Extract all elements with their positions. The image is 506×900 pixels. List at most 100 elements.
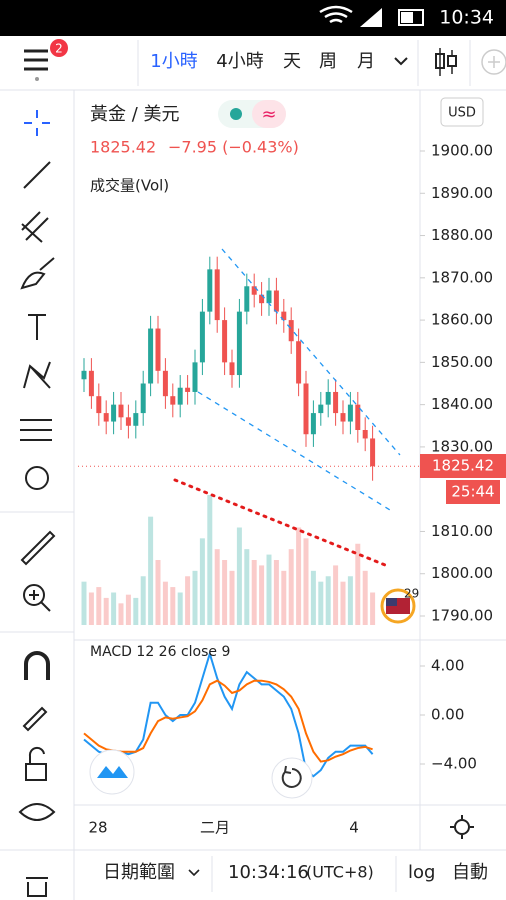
volume-bar bbox=[355, 543, 361, 625]
add-button[interactable] bbox=[481, 49, 506, 75]
candle-body bbox=[81, 370, 87, 380]
prediction-tool[interactable] bbox=[20, 419, 52, 441]
zoom-tool[interactable] bbox=[23, 584, 45, 606]
hide-tool[interactable] bbox=[18, 803, 56, 821]
battery-icon bbox=[398, 9, 424, 26]
volume-bar bbox=[96, 587, 102, 625]
currency-label: USD bbox=[448, 106, 476, 121]
candle-body bbox=[118, 404, 124, 418]
volume-bar bbox=[333, 565, 339, 625]
fib-tool[interactable] bbox=[21, 211, 49, 243]
interval-button[interactable]: 月 bbox=[357, 51, 375, 72]
candle-body bbox=[355, 404, 361, 430]
layout-button[interactable] bbox=[89, 749, 135, 795]
settings-button[interactable] bbox=[450, 815, 474, 839]
candle-body bbox=[111, 404, 117, 422]
chart-type-button[interactable] bbox=[435, 48, 457, 76]
layout-icon bbox=[97, 766, 128, 778]
volume-bar bbox=[273, 560, 279, 625]
ruler-tool[interactable] bbox=[20, 530, 56, 566]
time-label: 4 bbox=[349, 819, 359, 837]
add-icon bbox=[488, 56, 500, 68]
candle-body bbox=[192, 362, 198, 392]
candle-body bbox=[207, 269, 213, 312]
candle-body bbox=[318, 404, 324, 414]
interval-button[interactable]: 周 bbox=[319, 51, 337, 72]
volume-title: 成交量(Vol) bbox=[90, 177, 169, 195]
volume-bar bbox=[244, 549, 250, 625]
date-range-button[interactable]: 日期範圍 bbox=[103, 862, 175, 883]
interval-button[interactable]: 4小時 bbox=[216, 51, 263, 72]
candle-icon bbox=[447, 55, 457, 67]
candle-body bbox=[155, 328, 161, 371]
candle-body bbox=[199, 311, 205, 363]
emoji-tool[interactable] bbox=[25, 466, 49, 490]
brush-tool[interactable] bbox=[20, 257, 55, 290]
volume-bar bbox=[296, 527, 302, 625]
price-tick-label: 1800.00 bbox=[431, 564, 493, 582]
volume-bar bbox=[88, 592, 94, 625]
crosshair-tool[interactable] bbox=[24, 110, 50, 136]
volume-bar bbox=[288, 549, 294, 625]
volume-bar bbox=[148, 516, 154, 625]
pattern-tool[interactable] bbox=[23, 361, 51, 389]
clock: 10:34:16 bbox=[228, 862, 309, 883]
candle-body bbox=[170, 396, 176, 405]
currency-button[interactable] bbox=[440, 97, 484, 127]
volume-bar bbox=[325, 576, 331, 625]
magnet-tool[interactable] bbox=[24, 651, 50, 680]
candle-body bbox=[133, 413, 139, 426]
toolbar bbox=[0, 36, 506, 90]
volume-bar bbox=[125, 594, 131, 625]
time-label: 28 bbox=[88, 819, 107, 837]
volume-bar bbox=[303, 538, 309, 625]
volume-bar bbox=[236, 527, 242, 625]
text-tool[interactable] bbox=[28, 314, 46, 340]
price-tick-label: 1810.00 bbox=[431, 522, 493, 540]
wifi-icon bbox=[319, 5, 353, 24]
last-price: 1825.42 bbox=[90, 138, 156, 157]
price-tick-label: 1870.00 bbox=[431, 268, 493, 286]
settings-icon bbox=[454, 819, 470, 835]
interval-dropdown[interactable] bbox=[394, 57, 408, 66]
price-tick-label: 1860.00 bbox=[431, 311, 493, 329]
unlock-tool[interactable] bbox=[25, 763, 47, 781]
channel-lines bbox=[197, 248, 401, 511]
candle-body bbox=[244, 286, 250, 312]
volume-bar bbox=[177, 592, 183, 625]
menu-button[interactable] bbox=[24, 49, 48, 71]
unlock-icon bbox=[28, 746, 45, 764]
candle-body bbox=[288, 320, 294, 342]
volume-bar bbox=[222, 560, 228, 625]
auto-toggle[interactable]: 自動 bbox=[452, 862, 488, 883]
macd-macd-line bbox=[83, 650, 374, 778]
price-tick-label: 1850.00 bbox=[431, 353, 493, 371]
volume-bar bbox=[207, 495, 213, 625]
candle-body bbox=[259, 294, 265, 304]
log-toggle[interactable]: log bbox=[408, 862, 435, 883]
candle-body bbox=[347, 404, 353, 422]
symbol-title: 黃金 / 美元 bbox=[90, 104, 180, 125]
volume-bar bbox=[185, 576, 191, 625]
lock-drawing-tool[interactable] bbox=[22, 706, 48, 732]
trash-tool[interactable] bbox=[26, 877, 48, 897]
volume-bar bbox=[103, 597, 109, 625]
pill-part bbox=[252, 100, 286, 128]
price-tick-label: 1790.00 bbox=[431, 607, 493, 625]
candle-body bbox=[88, 370, 94, 397]
volume-bar bbox=[347, 576, 353, 625]
battery-level bbox=[401, 12, 413, 23]
status-bar bbox=[0, 0, 506, 36]
volume-bar bbox=[170, 587, 176, 625]
settings-icon bbox=[450, 815, 474, 839]
candle-body bbox=[281, 311, 287, 321]
macd-tick-label: 4.00 bbox=[431, 657, 464, 675]
candle-body bbox=[103, 413, 109, 422]
trendline-tool[interactable] bbox=[23, 161, 51, 189]
interval-button[interactable]: 天 bbox=[283, 51, 301, 72]
candle-body bbox=[185, 387, 191, 392]
interval-button[interactable]: 1小時 bbox=[150, 51, 197, 72]
timezone[interactable]: (UTC+8) bbox=[306, 863, 374, 882]
reset-button[interactable] bbox=[271, 757, 313, 799]
